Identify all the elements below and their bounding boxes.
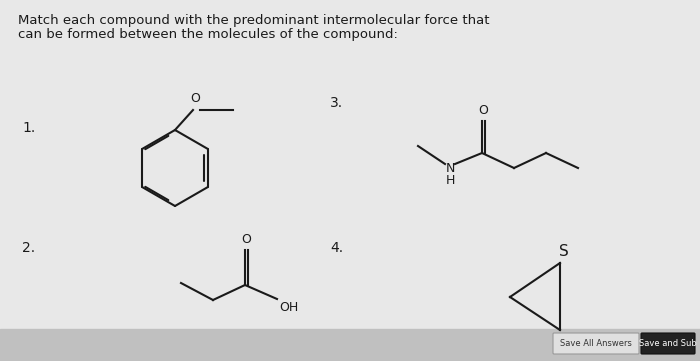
Text: 3.: 3.: [330, 96, 343, 110]
Text: Save and Sub: Save and Sub: [639, 339, 697, 348]
Text: N: N: [445, 161, 455, 174]
Text: 1.: 1.: [22, 121, 35, 135]
Text: OH: OH: [279, 301, 298, 314]
Text: H: H: [445, 174, 455, 187]
Text: 4.: 4.: [330, 241, 343, 255]
FancyBboxPatch shape: [553, 333, 639, 354]
Text: Save All Answers: Save All Answers: [560, 339, 632, 348]
Text: 2.: 2.: [22, 241, 35, 255]
Text: O: O: [190, 92, 200, 105]
FancyBboxPatch shape: [641, 333, 695, 354]
Text: S: S: [559, 244, 569, 258]
Bar: [0, 329, 700, 361]
Text: O: O: [478, 104, 488, 117]
Text: can be formed between the molecules of the compound:: can be formed between the molecules of t…: [18, 28, 398, 41]
Text: Match each compound with the predominant intermolecular force that: Match each compound with the predominant…: [18, 14, 489, 27]
Text: O: O: [241, 233, 251, 246]
